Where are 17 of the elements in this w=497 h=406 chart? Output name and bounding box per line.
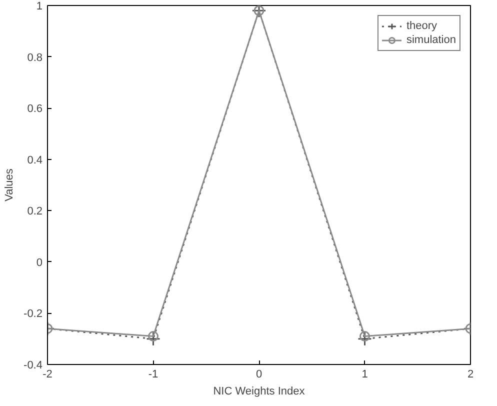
y-tick-label: 0.8 [27, 52, 43, 64]
x-tick-label: -1 [148, 368, 158, 380]
x-tick-label: 1 [362, 368, 368, 380]
x-axis-title: NIC Weights Index [213, 386, 306, 398]
x-tick-label: 2 [467, 368, 474, 380]
y-tick-label: -0.4 [24, 360, 43, 372]
x-tick-label: -2 [42, 368, 52, 380]
y-tick-label: 1 [36, 0, 43, 12]
y-tick-label: 0.4 [27, 154, 43, 166]
y-axis-title: Values [4, 168, 16, 202]
y-tick-label: 0 [36, 256, 43, 269]
legend-label: simulation [406, 33, 456, 47]
y-tick-label: 0.6 [27, 103, 43, 116]
x-tick-label: 0 [256, 368, 262, 380]
y-tick-label: 0.2 [27, 206, 43, 218]
y-tick-label: -0.2 [24, 308, 43, 320]
legend-label: theory [406, 19, 438, 33]
